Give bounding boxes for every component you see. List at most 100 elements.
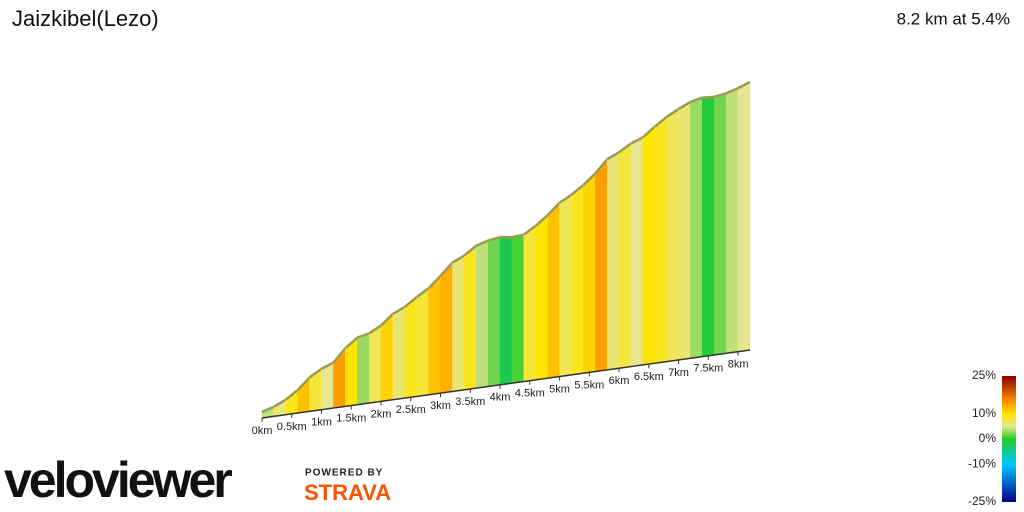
- profile-edge: [380, 313, 394, 327]
- gradient-segment: [368, 324, 382, 404]
- gradient-segment: [523, 225, 537, 382]
- gradient-segment: [464, 245, 477, 391]
- gradient-segment: [392, 306, 406, 401]
- profile-edge: [451, 254, 465, 264]
- profile-edge: [320, 361, 334, 370]
- x-tick-label: 6km: [609, 375, 630, 387]
- profile-edge: [713, 92, 727, 99]
- chart-title: Jaizkibel(Lezo): [12, 6, 159, 31]
- x-tick-label: 3.5km: [455, 396, 485, 408]
- color-tick-label: 0%: [979, 431, 997, 445]
- profile-edge: [737, 80, 751, 90]
- x-tick-label: 5km: [549, 383, 570, 395]
- gradient-segment: [678, 101, 691, 361]
- profile-edge: [630, 136, 644, 145]
- x-tick-label: 7km: [668, 367, 689, 379]
- profile-edge: [702, 95, 715, 99]
- profile-edge: [690, 96, 703, 104]
- x-tick-label: 0km: [252, 425, 273, 437]
- profile-edge: [665, 107, 680, 118]
- profile-edge: [308, 367, 323, 379]
- profile-edge: [392, 305, 406, 315]
- profile-edge: [404, 296, 418, 308]
- gradient-segment: [321, 362, 334, 410]
- x-tick-label: 5.5km: [574, 379, 604, 391]
- gradient-segment: [535, 214, 548, 381]
- x-tick-label: 2km: [371, 408, 392, 420]
- gradient-segment: [440, 261, 453, 394]
- powered-by: POWERED BY: [305, 468, 383, 479]
- gradient-segment: [559, 194, 572, 377]
- profile-edge: [285, 389, 299, 401]
- gradient-segment: [416, 287, 429, 397]
- chart-subtitle: 8.2 km at 5.4%: [897, 9, 1010, 28]
- x-tick-label: 0.5km: [277, 421, 307, 433]
- gradient-segment: [404, 296, 417, 399]
- x-axis: [261, 349, 751, 419]
- logo: veloviewer: [4, 452, 232, 508]
- profile-edge: [534, 214, 549, 227]
- profile-edge: [677, 100, 692, 111]
- x-tick-label: 4km: [490, 392, 511, 404]
- gradient-segment: [452, 255, 465, 392]
- gradient-segment: [499, 236, 513, 386]
- profile-edge: [273, 398, 287, 408]
- x-tick-label: 8km: [728, 359, 749, 371]
- profile-edge: [475, 239, 489, 247]
- gradient-segment: [487, 236, 501, 387]
- profile-edge: [511, 233, 525, 239]
- gradient-segment: [618, 142, 632, 369]
- profile-edge: [606, 151, 620, 161]
- gradient-segment: [428, 275, 441, 396]
- color-tick-label: 25%: [972, 368, 996, 382]
- gradient-segment: [642, 126, 656, 366]
- gradient-segment: [571, 184, 584, 376]
- color-bar: [1002, 376, 1016, 502]
- profile-edge: [487, 235, 501, 242]
- x-tick-label: 1km: [311, 417, 332, 429]
- profile-edge: [296, 376, 311, 391]
- x-tick-label: 3km: [430, 400, 451, 412]
- profile-edge: [546, 201, 561, 217]
- gradient-segment: [356, 333, 370, 406]
- profile-edge: [642, 125, 656, 139]
- gradient-segment: [595, 158, 608, 372]
- color-tick-label: -25%: [968, 494, 996, 508]
- gradient-segment: [690, 97, 703, 359]
- gradient-segment: [511, 234, 525, 384]
- profile-edge: [558, 193, 573, 204]
- gradient-segment: [606, 151, 620, 371]
- gradient-segment: [547, 202, 560, 379]
- gradient-segment: [702, 96, 715, 357]
- profile-edge: [332, 347, 347, 364]
- profile-edge: [463, 244, 478, 257]
- profile-edge: [439, 261, 454, 277]
- x-tick-label: 4.5km: [515, 388, 545, 400]
- profile-edge: [594, 158, 609, 175]
- strava: STRAVA: [304, 480, 391, 505]
- profile-edge: [725, 87, 739, 95]
- profile-edge: [582, 172, 597, 186]
- gradient-segment: [654, 116, 667, 364]
- profile-edge: [427, 274, 442, 290]
- profile-edge: [344, 336, 359, 350]
- x-tick-label: 2.5km: [396, 404, 426, 416]
- x-tick-label: 7.5km: [693, 363, 723, 375]
- gradient-segment: [583, 172, 596, 374]
- gradient-segment: [630, 136, 644, 367]
- profile-edge: [570, 184, 585, 196]
- profile-edge: [523, 224, 537, 236]
- gradient-segment: [380, 313, 394, 402]
- profile-edge: [356, 332, 370, 339]
- gradient-segment: [475, 240, 489, 389]
- x-tick-label: 6.5km: [634, 371, 664, 383]
- color-tick-label: -10%: [968, 456, 996, 470]
- gradient-segment: [714, 93, 727, 356]
- gradient-segment: [737, 81, 751, 352]
- profile-edge: [368, 324, 382, 335]
- profile-edge: [261, 405, 275, 414]
- color-tick-label: 10%: [972, 406, 996, 420]
- x-tick-label: 1.5km: [336, 412, 366, 424]
- profile-edge: [653, 115, 668, 128]
